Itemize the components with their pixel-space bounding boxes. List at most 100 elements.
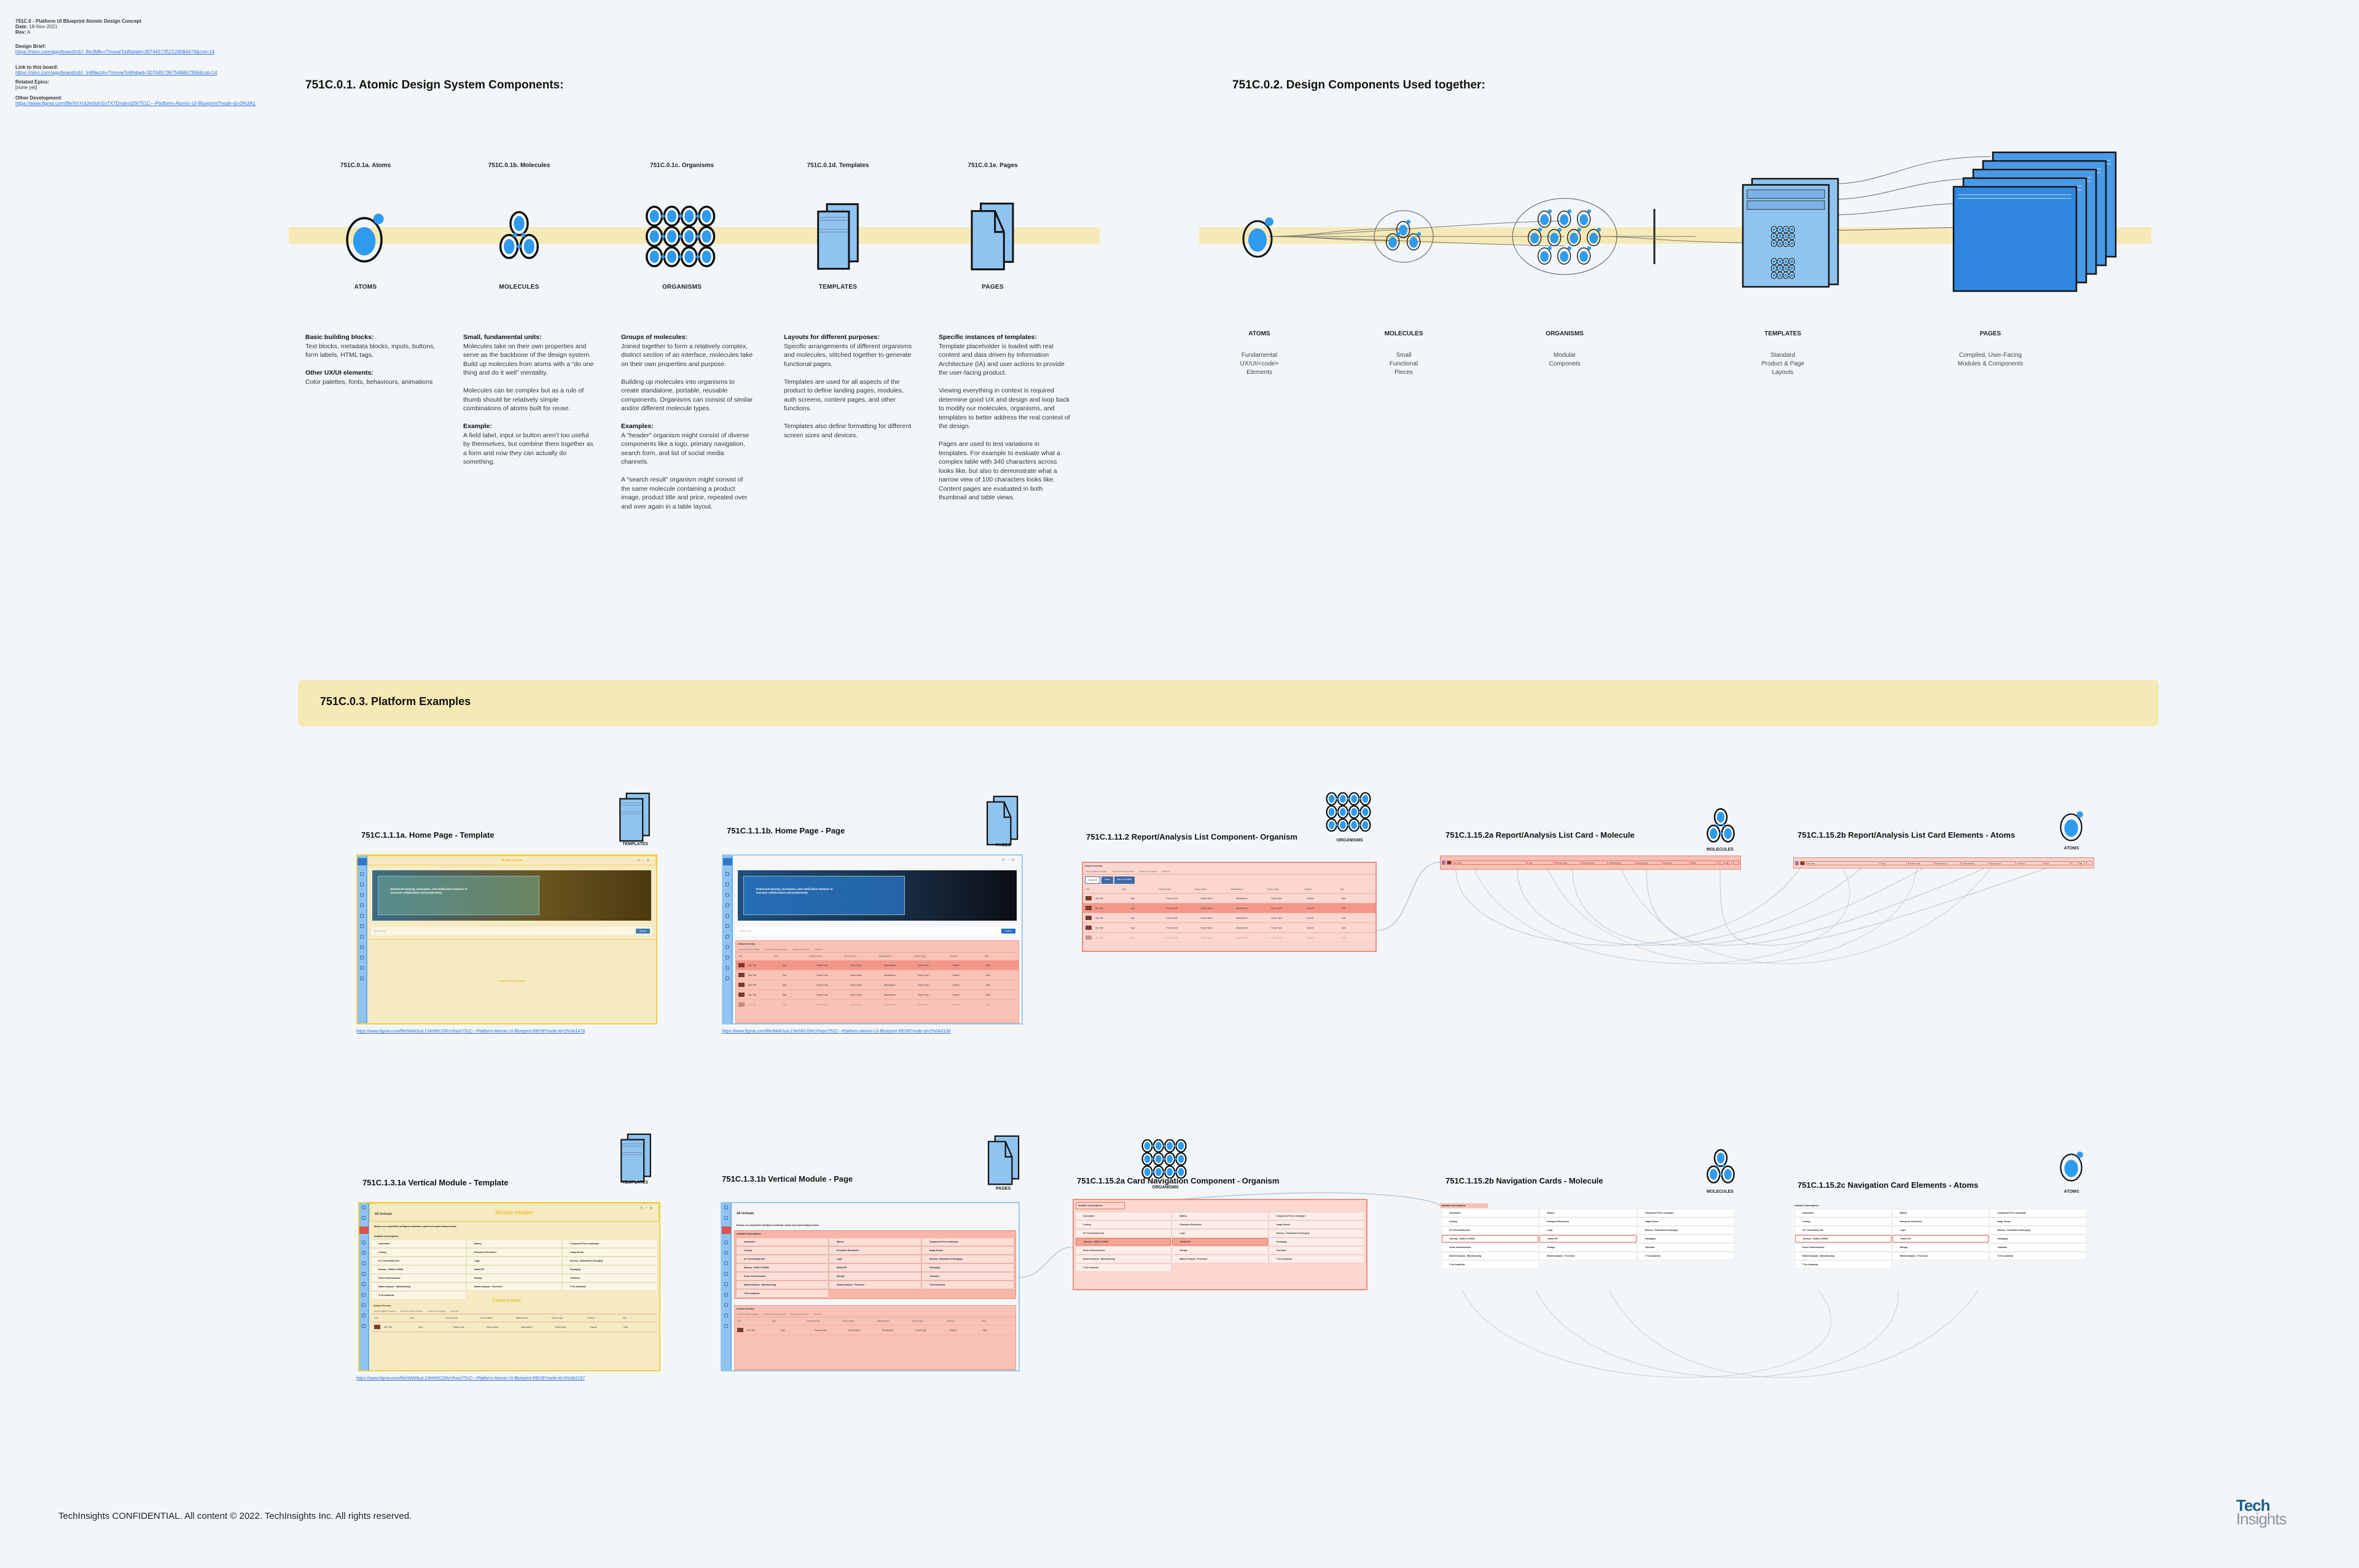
card-action-icon[interactable]: ▯ [2071,860,2078,865]
subscription-card[interactable]: Enterprise Electronics [1892,1218,1989,1225]
subscription-card[interactable]: TI for Academia [1795,1261,1892,1268]
subscription-card[interactable]: Teardown [563,1274,657,1282]
subscription-card[interactable]: Packaging [1637,1235,1734,1242]
subscription-card[interactable]: Image Sensor [1637,1218,1734,1225]
table-row[interactable]: Item Title Type Product Code Device Name Man… [736,961,1019,970]
subscription-card[interactable]: Storage [1892,1244,1989,1251]
subscription-card[interactable]: Storage [467,1274,561,1282]
vertical-template-link[interactable]: https://www.figma.com/file/IMAl3yxLCMrhR… [356,1376,585,1381]
tab[interactable]: Favorites [813,1313,822,1316]
subscription-card[interactable]: Battery [1172,1212,1268,1220]
subscription-card[interactable]: Component Price Landscape [563,1240,657,1247]
table-row[interactable]: Item Title Type Product Code Device Name Man… [1083,923,1375,933]
subscription-card[interactable]: Image Sensor [563,1249,657,1256]
subscription-card[interactable]: Image Sensor [1990,1218,2086,1225]
subscription-card[interactable]: Memory - Embedded & Emerging [1269,1230,1364,1237]
subscription-card[interactable]: TI for Academia [922,1281,1014,1289]
tab[interactable]: Analysis in Progress [1139,870,1157,873]
subscription-card[interactable]: Automotive [1442,1209,1539,1217]
tab[interactable]: Recently Viewed Analysis [1111,870,1135,873]
subscription-card[interactable]: Enterprise Electronics [1172,1221,1268,1228]
table-row[interactable]: Item Title Type Product Code Device Name Man… [1083,894,1375,903]
subscription-card[interactable]: Enterprise Electronics [467,1249,561,1256]
subscription-card[interactable]: Cooling [1076,1221,1172,1228]
subscription-card[interactable]: TI for Academia [1990,1252,2086,1260]
subscription-card[interactable]: Market Analysis - Manufacturing [371,1283,466,1290]
subscription-card[interactable]: Power Semiconductor [737,1273,828,1280]
subscription-card[interactable]: TI for Academia [1442,1261,1539,1268]
table-row[interactable]: Item Title Type Product Code Device Name Man… [735,1325,1015,1335]
subscription-card[interactable]: Storage [1539,1244,1637,1251]
design-brief-link[interactable]: https://miro.com/app/board/o9J_lfwJMlk=/… [15,49,214,55]
subscription-card[interactable]: Memory - NAND & DRAM [1442,1235,1539,1242]
subscription-card[interactable]: IoT Connectivity SoC [1076,1230,1172,1237]
tab[interactable]: Analysis in Progress [791,1313,808,1316]
subscription-card[interactable]: IoT Connectivity SoC [1795,1227,1892,1234]
subscription-card[interactable]: Enterprise Electronics [829,1247,921,1254]
subscription-card[interactable]: Market Analysis - Processor [1539,1252,1637,1260]
subscription-card[interactable]: Logic [1892,1227,1989,1234]
subscription-card[interactable]: Teardown [1637,1244,1734,1251]
tab[interactable]: Favorites [1162,870,1170,873]
subscription-card[interactable]: Automotive [371,1240,466,1247]
subscription-card[interactable]: Image Sensor [922,1247,1014,1254]
subscription-card[interactable]: Market Analysis - Processor [829,1281,921,1289]
action-button[interactable]: Share [1101,876,1113,884]
subscription-card[interactable]: Battery [1892,1209,1989,1217]
checkbox[interactable] [1795,860,1799,865]
subscription-card[interactable]: IoT Connectivity SoC [371,1257,466,1265]
table-row[interactable]: Item Title Type Product Code Device Name Man… [1083,933,1375,943]
subscription-card[interactable]: Power Semiconductor [1442,1244,1539,1251]
subscription-card[interactable]: Packaging [563,1266,657,1273]
subscription-card[interactable]: Component Price Landscape [1990,1209,2086,1217]
subscription-card[interactable]: Mobile RF [1172,1238,1268,1246]
subscription-card[interactable]: Memory - Embedded & Emerging [1990,1227,2086,1234]
tab[interactable]: Newly Available Analysis [738,948,760,951]
subscription-card[interactable]: TI for Academia [371,1292,466,1299]
subscription-card[interactable]: Cooling [1442,1218,1539,1225]
action-button[interactable]: Select All [1085,876,1101,884]
subscription-card[interactable]: Power Semiconductor [1076,1247,1172,1254]
subscription-card[interactable]: Automotive [737,1238,828,1246]
card-action-icon[interactable]: ⋮ [2086,860,2093,865]
subscription-card[interactable]: Cooling [737,1247,828,1254]
subscription-card[interactable]: Memory - Embedded & Emerging [922,1255,1014,1263]
subscription-card[interactable]: Logic [829,1255,921,1263]
subscription-card[interactable]: Logic [467,1257,561,1265]
subscription-card[interactable]: Mobile RF [467,1266,561,1273]
card-action-icon[interactable]: ▤ [1726,860,1732,865]
subscription-card[interactable]: IoT Connectivity SoC [737,1255,828,1263]
subscription-card[interactable]: Automotive [1076,1212,1172,1220]
card-action-icon[interactable]: ⋮ [1733,860,1740,865]
subscription-card[interactable]: Packaging [1990,1235,2086,1242]
subscription-card[interactable]: Market Analysis - Manufacturing [1076,1255,1172,1263]
table-row[interactable]: Item Title Type Product Code Device Name Man… [1083,913,1375,923]
subscription-card[interactable]: Market Analysis - Processor [1892,1252,1989,1260]
subscription-card[interactable]: IoT Connectivity SoC [1442,1227,1539,1234]
subscription-card[interactable]: Battery [467,1240,561,1247]
tab[interactable]: Newly Available Analysis [374,1310,396,1313]
subscription-card[interactable]: Battery [1539,1209,1637,1217]
subscription-card[interactable]: Memory - NAND & DRAM [737,1264,828,1271]
subscription-card[interactable]: TI for Academia [737,1290,828,1297]
table-row[interactable]: Item Title Type Product Code Device Name Man… [1083,903,1375,913]
subscription-card[interactable]: Cooling [371,1249,466,1256]
subscription-card[interactable]: Market Analysis - Manufacturing [1795,1252,1892,1260]
tab[interactable]: Newly Available Analysis [737,1313,759,1316]
table-row[interactable]: Item Title Type Product Code Device Name Man… [372,1322,657,1332]
subscription-card[interactable]: Mobile RF [829,1264,921,1271]
home-template-link[interactable]: https://www.figma.com/file/IMAl3yxLCMrhR… [356,1029,585,1034]
subscription-card[interactable]: Component Price Landscape [1269,1212,1364,1220]
table-row[interactable]: Item Title Type Product Code Device Name Man… [736,990,1019,1000]
table-row[interactable]: Item Title Type Product Code Device Name Man… [736,1000,1019,1010]
subscription-card[interactable]: Image Sensor [1269,1221,1364,1228]
tab[interactable]: Recently Viewed Analysis [764,948,788,951]
subscription-card[interactable]: Memory - NAND & DRAM [371,1266,466,1273]
subscription-card[interactable]: Component Price Landscape [1637,1209,1734,1217]
tab[interactable]: Favorites [815,948,823,951]
subscription-card[interactable]: Mobile RF [1539,1235,1637,1242]
table-row[interactable]: Item Title Type Product Code Device Name Man… [736,970,1019,980]
subscription-card[interactable]: Mobile RF [1892,1235,1989,1242]
action-button[interactable]: Add to Favorites [1114,876,1135,884]
tab[interactable]: Newly Available Analysis [1086,870,1107,873]
